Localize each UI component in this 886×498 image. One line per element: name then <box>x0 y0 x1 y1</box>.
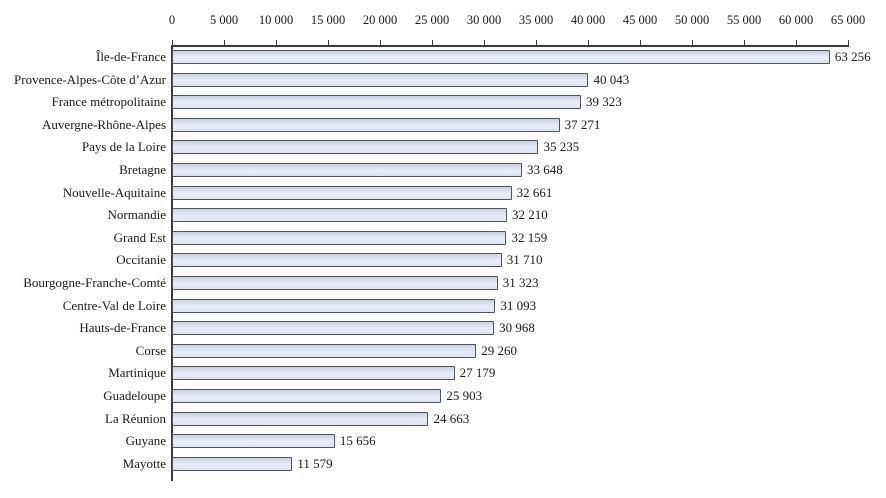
bar <box>172 366 455 381</box>
x-tick-mark <box>171 40 173 46</box>
x-tick-mark <box>379 40 381 46</box>
x-tick-label: 0 <box>168 13 176 27</box>
category-label: Auvergne-Rhône-Alpes <box>42 116 166 132</box>
value-label: 27 179 <box>459 365 496 381</box>
bar <box>172 185 512 200</box>
value-label: 15 656 <box>339 433 376 449</box>
bar <box>172 50 830 64</box>
bar <box>172 411 429 426</box>
value-label: 37 271 <box>564 116 601 132</box>
x-tick-label: 30 000 <box>466 13 502 27</box>
value-label: 39 323 <box>585 94 622 110</box>
x-tick-mark <box>483 40 485 46</box>
bar <box>172 163 522 177</box>
bar <box>172 389 442 403</box>
value-label: 31 710 <box>506 252 543 268</box>
x-tick-mark <box>327 40 329 46</box>
bar <box>172 117 560 132</box>
value-label: 32 661 <box>516 184 553 200</box>
x-tick-mark <box>535 40 537 46</box>
category-label: La Réunion <box>104 410 166 426</box>
x-tick-mark <box>275 40 277 46</box>
x-tick-mark <box>691 40 693 46</box>
value-label: 33 648 <box>526 162 563 177</box>
category-label: Guadeloupe <box>103 388 166 403</box>
x-tick-label: 50 000 <box>674 13 710 27</box>
category-label: Guyane <box>125 433 166 449</box>
category-label: Centre-Val de Loire <box>62 297 166 313</box>
x-tick-label: 40 000 <box>570 13 606 27</box>
bar <box>172 72 589 87</box>
category-label: Occitanie <box>116 252 166 268</box>
bar <box>172 434 335 449</box>
category-label: Île-de-France <box>95 49 166 64</box>
x-tick-mark <box>795 40 797 46</box>
category-label: Pays de la Loire <box>81 139 166 155</box>
value-label: 32 159 <box>511 229 548 245</box>
bar <box>172 276 498 290</box>
value-label: 31 323 <box>502 275 539 290</box>
x-tick-label: 20 000 <box>362 13 398 27</box>
x-tick-label: 15 000 <box>310 13 346 27</box>
x-tick-mark <box>743 40 745 46</box>
bar <box>172 140 539 155</box>
bar <box>172 230 507 245</box>
x-tick-label: 55 000 <box>726 13 762 27</box>
category-label: Bourgogne-Franche-Comté <box>23 275 166 290</box>
x-tick-label: 10 000 <box>258 13 294 27</box>
bar <box>172 95 581 110</box>
x-tick-label: 60 000 <box>778 13 814 27</box>
value-label: 11 579 <box>297 455 333 471</box>
category-label: Mayotte <box>122 455 166 471</box>
x-tick-mark <box>639 40 641 46</box>
x-tick-mark <box>223 40 225 46</box>
category-label: Martinique <box>108 365 166 381</box>
bar <box>172 321 495 336</box>
value-label: 32 210 <box>511 207 548 223</box>
x-tick-label: 35 000 <box>518 13 554 27</box>
value-label: 63 256 <box>834 49 871 64</box>
category-label: Hauts-de-France <box>79 320 166 336</box>
category-label: Grand Est <box>113 229 166 245</box>
value-label: 29 260 <box>481 342 518 358</box>
bar <box>172 208 507 223</box>
bar <box>172 253 502 268</box>
category-label: Nouvelle-Aquitaine <box>62 184 166 200</box>
value-label: 40 043 <box>593 71 630 87</box>
x-tick-mark <box>847 40 849 46</box>
category-label: Corse <box>135 342 166 358</box>
value-label: 24 663 <box>433 410 470 426</box>
y-axis-line <box>171 45 173 481</box>
value-label: 35 235 <box>543 139 580 155</box>
category-label: Bretagne <box>119 162 166 177</box>
bar <box>172 298 496 313</box>
bar <box>172 343 477 358</box>
x-tick-mark <box>431 40 433 46</box>
x-axis-line <box>171 45 849 47</box>
x-tick-label: 65 000 <box>830 13 866 27</box>
category-label: Normandie <box>107 207 166 223</box>
x-tick-label: 45 000 <box>622 13 658 27</box>
category-label: Provence-Alpes-Côte d’Azur <box>14 71 166 87</box>
value-label: 30 968 <box>499 320 535 336</box>
x-tick-label: 25 000 <box>414 13 450 27</box>
x-tick-mark <box>587 40 589 46</box>
value-label: 31 093 <box>500 297 537 313</box>
x-tick-label: 5 000 <box>209 13 239 27</box>
value-label: 25 903 <box>446 388 483 403</box>
bar <box>172 456 293 471</box>
category-label: France métropolitaine <box>51 94 166 110</box>
